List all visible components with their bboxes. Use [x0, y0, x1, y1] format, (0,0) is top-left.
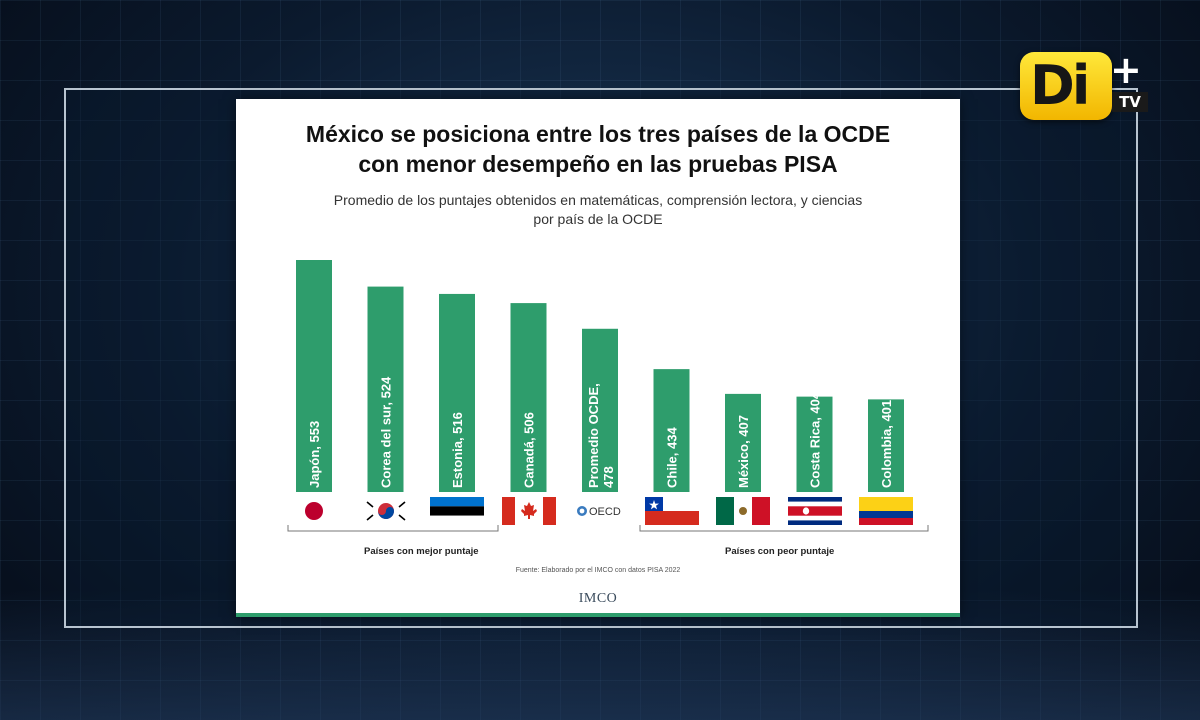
logo-badge [1020, 52, 1112, 120]
bar-south-korea [367, 286, 404, 492]
channel-logo: Di + TV [1016, 48, 1148, 134]
flag-colombia-icon [859, 497, 913, 530]
bar-estonia [439, 293, 475, 492]
logo-plus-icon: + [1110, 48, 1142, 92]
flag-costa-rica-icon [787, 497, 842, 530]
chart-slide: México se posiciona entre los tres paíse… [236, 99, 960, 617]
bar-japan [296, 260, 332, 492]
bar-label-chile: Chile, 434 [665, 427, 680, 488]
group-label-best: Países con mejor puntaje [364, 546, 479, 557]
logo-text: Di [1030, 54, 1090, 117]
chart-subtitle: Promedio de los puntajes obtenidos en ma… [333, 192, 863, 227]
flag-japan-icon [287, 497, 341, 530]
source-note: Fuente: Elaborado por el IMCO con datos … [515, 567, 681, 574]
bar-mexico [725, 393, 761, 492]
bar-canada [510, 303, 547, 492]
logo-tv-badge: TV [1112, 92, 1148, 112]
svg-text:OECD: OECD [589, 506, 621, 518]
bar-label-colombia: Colombia, 401 [879, 400, 894, 488]
flag-mexico-icon [716, 497, 770, 530]
bar-label-canada: Canadá, 506 [522, 412, 537, 488]
bar-chile [653, 369, 690, 492]
bar-label-estonia: Estonia, 516 [450, 412, 465, 488]
imco-logo: IMCO [578, 591, 618, 606]
group-label-worst: Países con peor puntaje [725, 546, 835, 557]
bar-label-oecd: Promedio OCDE,478 [586, 383, 616, 488]
flag-estonia-icon [430, 497, 484, 530]
bar-chart: Japón, 553 Corea del sur, 524 Estonia, 516… [287, 260, 929, 532]
flag-canada-icon [501, 497, 556, 530]
bracket-best [287, 525, 499, 532]
bar-oecd [582, 328, 618, 492]
bar-label-japan: Japón, 553 [307, 421, 322, 488]
flag-chile-icon [644, 497, 699, 530]
bar-colombia [868, 399, 904, 492]
bracket-worst [639, 525, 929, 532]
slide-accent-bar [236, 613, 960, 617]
bar-label-costa-rica: Costa Rica, 404 [808, 391, 823, 488]
bar-label-south-korea: Corea del sur, 524 [379, 376, 394, 488]
flag-south-korea-icon [358, 497, 413, 530]
bar-label-mexico: México, 407 [736, 415, 751, 488]
flag-oecd-icon: OECD [573, 497, 627, 530]
chart-title: México se posiciona entre los tres paíse… [305, 121, 891, 177]
bar-costa-rica [796, 396, 833, 492]
